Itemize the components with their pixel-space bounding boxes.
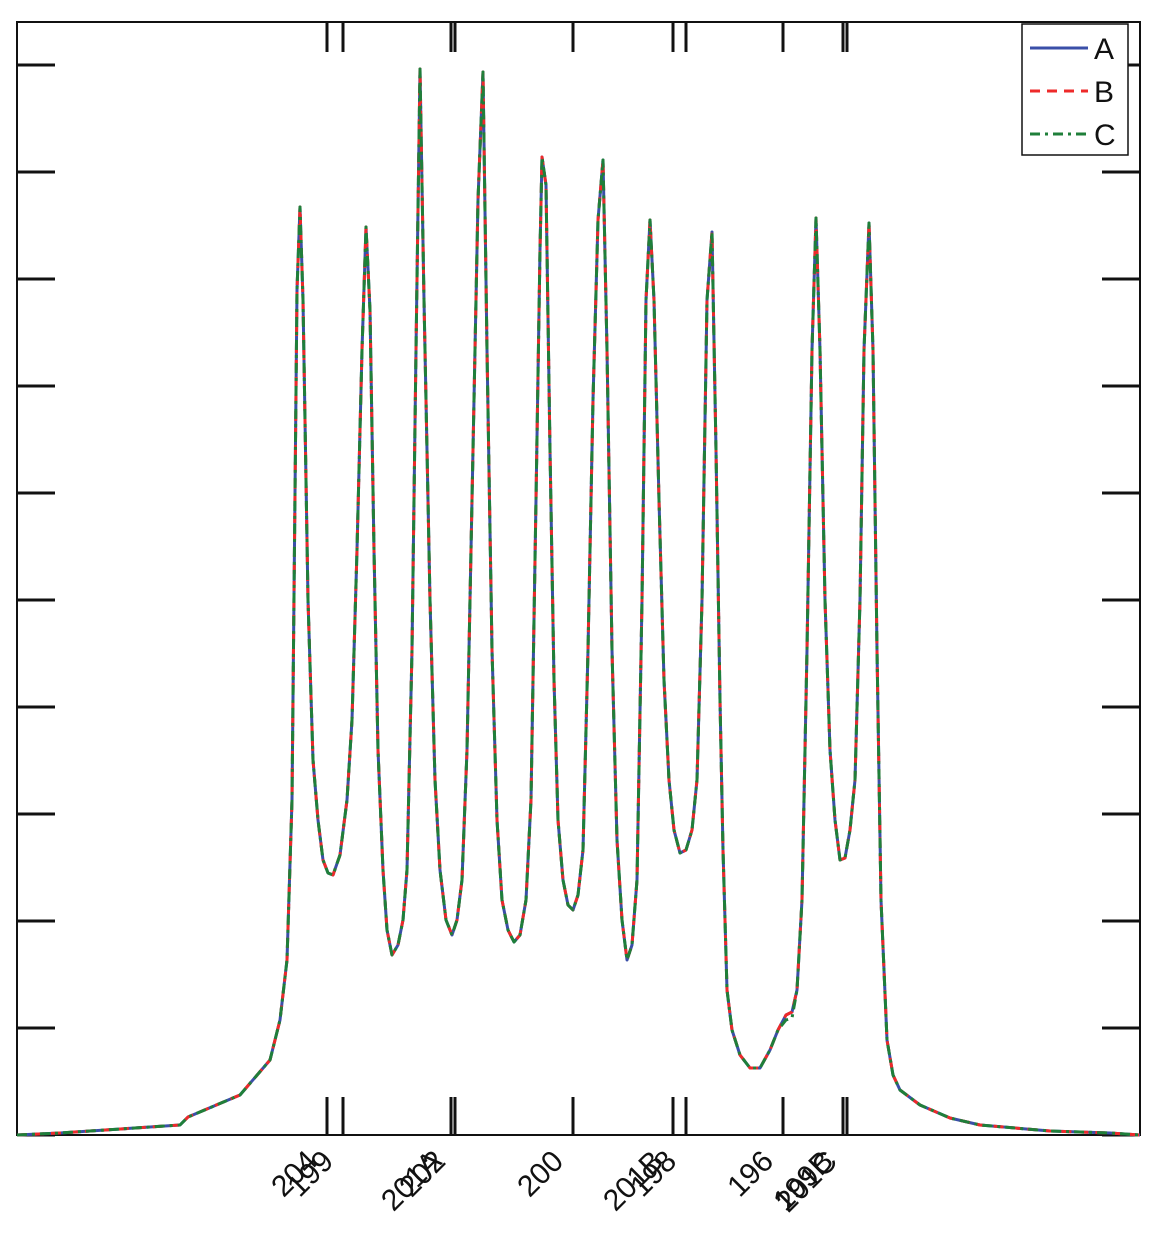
- legend-label: B: [1094, 76, 1114, 109]
- legend-label: A: [1094, 33, 1114, 66]
- series-line: [16, 67, 1141, 1137]
- series-line: [16, 67, 1141, 1137]
- series-line: [16, 67, 1141, 1137]
- legend-label: C: [1094, 119, 1116, 152]
- plot-frame: [16, 21, 1141, 1136]
- x-tick-label: 200: [511, 1145, 570, 1204]
